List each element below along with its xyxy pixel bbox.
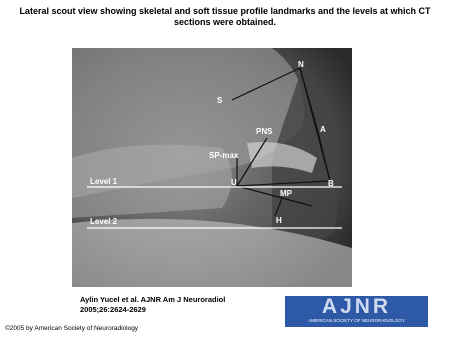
label-n: N xyxy=(298,60,304,69)
label-sp-max: SP-max xyxy=(209,151,239,160)
label-mp: MP xyxy=(280,189,293,198)
label-b: B xyxy=(328,179,334,188)
label-u: U xyxy=(231,178,237,187)
label-h: H xyxy=(276,216,282,225)
label-pns: PNS xyxy=(256,127,273,136)
journal-logo: AJNR AMERICAN SOCIETY OF NEURORADIOLOGY xyxy=(285,296,428,327)
citation: Aylin Yucel et al. AJNR Am J Neuroradiol… xyxy=(80,295,226,314)
copyright: ©2005 by American Society of Neuroradiol… xyxy=(5,325,139,332)
xray-image: S N PNS A SP-max U B MP H Level 1 Level … xyxy=(72,48,352,287)
slide-title: Lateral scout view showing skeletal and … xyxy=(19,6,431,27)
label-s: S xyxy=(217,96,223,105)
logo-title: AJNR xyxy=(321,295,392,318)
label-level-2: Level 2 xyxy=(90,217,118,226)
label-a: A xyxy=(320,125,326,134)
label-level-1: Level 1 xyxy=(90,177,118,186)
logo-subtitle: AMERICAN SOCIETY OF NEURORADIOLOGY xyxy=(308,318,405,323)
